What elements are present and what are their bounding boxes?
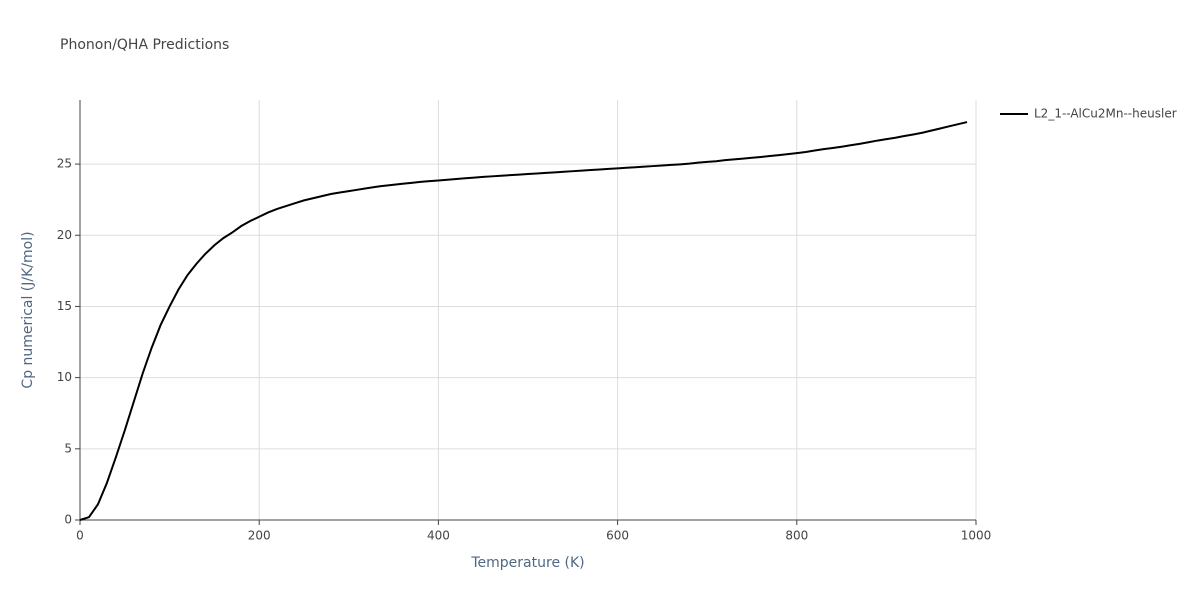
y-tick-label: 15 — [57, 299, 72, 313]
x-tick-label: 0 — [76, 529, 84, 543]
data-line — [79, 121, 968, 521]
y-tick-label: 25 — [57, 157, 72, 171]
x-tick-label: 200 — [248, 529, 271, 543]
y-tick-label: 10 — [57, 370, 72, 384]
legend-label: L2_1--AlCu2Mn--heusler — [1034, 107, 1177, 121]
x-tick-label: 1000 — [961, 529, 992, 543]
x-axis-title: Temperature (K) — [470, 555, 584, 571]
y-tick-label: 5 — [64, 441, 72, 455]
y-axis-title: Cp numerical (J/K/mol) — [20, 231, 36, 388]
y-tick-label: 0 — [64, 513, 72, 527]
x-tick-label: 800 — [785, 529, 808, 543]
x-tick-label: 400 — [427, 529, 450, 543]
x-tick-label: 600 — [606, 529, 629, 543]
chart-title: Phonon/QHA Predictions — [60, 37, 229, 53]
y-tick-label: 20 — [57, 228, 72, 242]
